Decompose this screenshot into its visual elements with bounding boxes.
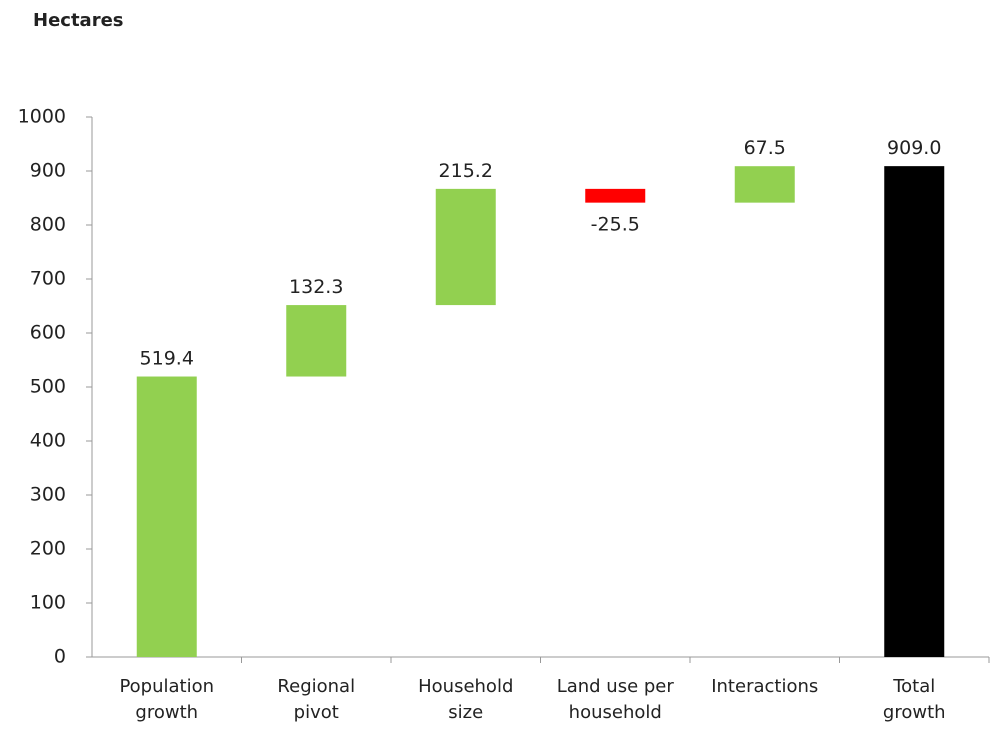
y-tick-label: 0 — [54, 646, 66, 668]
bar — [734, 166, 795, 203]
y-tick-label: 900 — [30, 160, 66, 182]
value-label: 67.5 — [744, 137, 786, 159]
bar — [884, 166, 945, 657]
y-tick-label: 100 — [30, 592, 66, 614]
bar — [435, 188, 496, 306]
value-label: 215.2 — [439, 160, 493, 182]
bar — [585, 188, 646, 203]
x-tick-label: Regional pivot — [277, 676, 356, 723]
value-label: 132.3 — [289, 276, 343, 298]
y-tick-label: 300 — [30, 484, 66, 506]
bar — [286, 305, 347, 377]
y-tick-label: 700 — [30, 268, 66, 290]
y-tick-label: 200 — [30, 538, 66, 560]
chart-title: Hectares — [33, 10, 124, 31]
x-tick-label: Household size — [418, 676, 514, 723]
y-tick-label: 600 — [30, 322, 66, 344]
value-label: -25.5 — [591, 214, 640, 236]
y-tick-label: 400 — [30, 430, 66, 452]
x-tick-label: Total growth — [882, 676, 946, 723]
x-tick-label: Population growth — [119, 676, 215, 723]
y-tick-label: 800 — [30, 214, 66, 236]
value-label: 909.0 — [887, 137, 941, 159]
x-tick-label: Land use per household — [556, 676, 674, 723]
bar — [136, 376, 197, 657]
value-label: 519.4 — [140, 348, 194, 370]
y-tick-label: 500 — [30, 376, 66, 398]
x-tick-label: Interactions — [711, 676, 819, 697]
y-tick-label: 1000 — [18, 106, 66, 128]
